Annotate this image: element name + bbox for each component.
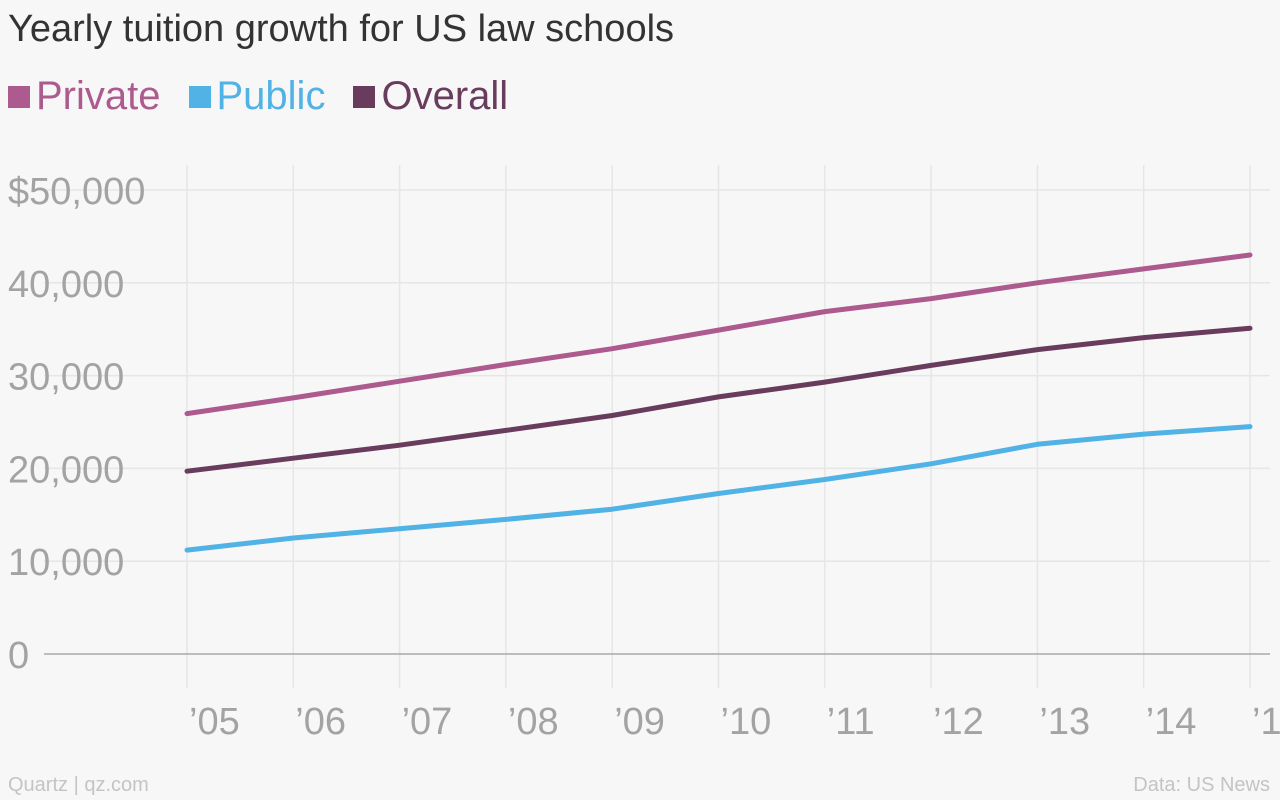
x-tick-label: ’08 xyxy=(508,701,559,743)
x-tick-label: ’13 xyxy=(1039,701,1090,743)
y-tick-label: 10,000 xyxy=(8,542,124,584)
legend-label: Private xyxy=(36,74,161,118)
x-tick-label: ’14 xyxy=(1146,701,1197,743)
series-line-overall xyxy=(184,325,1253,474)
footer-source-left: Quartz | qz.com xyxy=(8,774,149,796)
legend-item-public: Public xyxy=(188,74,326,119)
x-tick-label: ’05 xyxy=(189,701,240,743)
series-line-private xyxy=(184,252,1253,417)
x-tick-label: ’07 xyxy=(402,701,453,743)
y-tick-label: 30,000 xyxy=(8,357,124,399)
series-layer xyxy=(184,252,1253,553)
chart-title: Yearly tuition growth for US law schools xyxy=(8,8,675,50)
x-tick-label: ’15 xyxy=(1252,701,1280,743)
legend-label: Public xyxy=(216,74,326,118)
legend-item-overall: Overall xyxy=(353,74,508,119)
x-tick-label: ’12 xyxy=(933,701,984,743)
legend-swatch xyxy=(353,85,376,108)
x-tick-label: ’06 xyxy=(295,701,346,743)
x-tick-label: ’10 xyxy=(721,701,772,743)
legend-swatch xyxy=(188,85,211,108)
y-tick-label: $50,000 xyxy=(8,171,145,213)
x-tick-label: ’09 xyxy=(614,701,665,743)
legend-swatch xyxy=(8,85,30,108)
footer-source-right: Data: US News xyxy=(1133,774,1270,796)
grid-layer xyxy=(44,165,1270,688)
legend-label: Overall xyxy=(381,74,509,118)
series-line-public xyxy=(184,424,1253,553)
legend-item-private: Private xyxy=(8,74,161,119)
axis-layer: 0 10,000 20,000 30,000 40,000 $50,000 ’05 ’06 ’0… xyxy=(8,171,1280,743)
y-tick-label: 20,000 xyxy=(8,449,124,491)
legend: Private Public Overall xyxy=(8,74,536,119)
y-tick-label: 0 xyxy=(8,635,29,677)
y-tick-label: 40,000 xyxy=(8,264,124,306)
x-tick-label: ’11 xyxy=(827,701,875,743)
